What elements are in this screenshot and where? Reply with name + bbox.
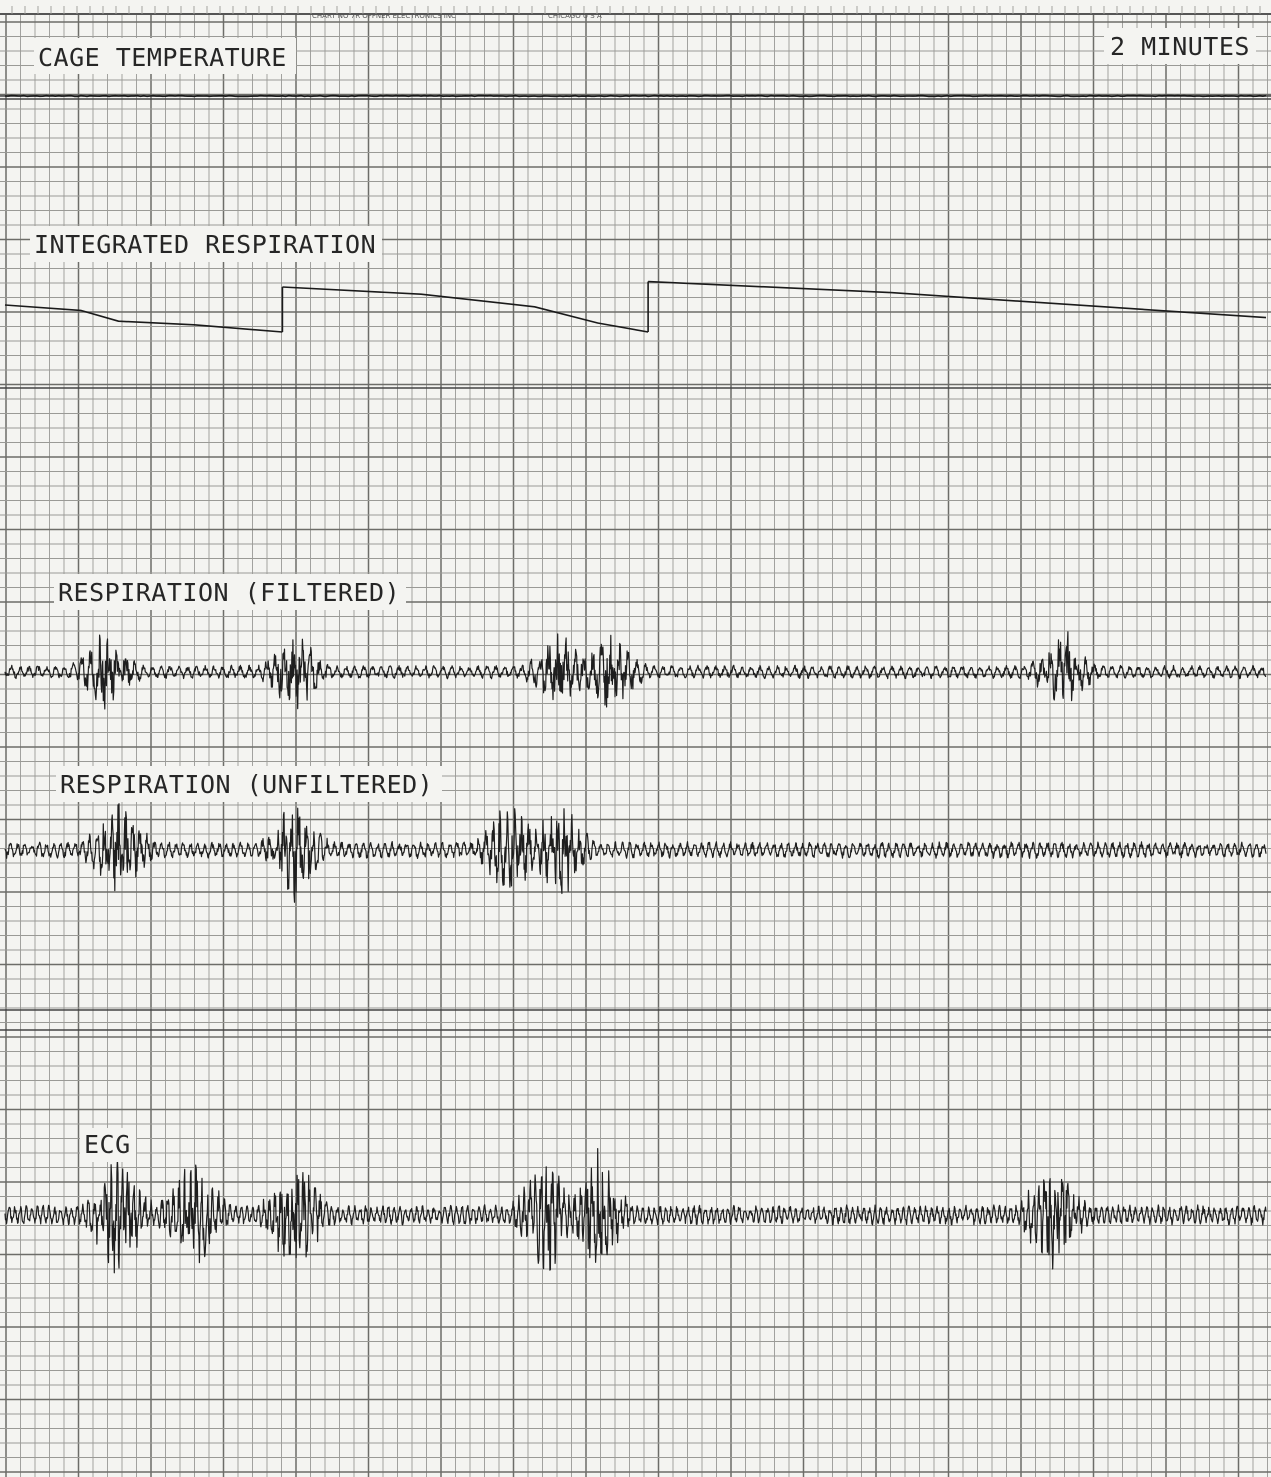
label-time-scale: 2 MINUTES xyxy=(1110,32,1250,61)
label-bg-respiration-filtered xyxy=(54,574,406,610)
trace-respiration-filtered xyxy=(4,631,1267,710)
grid-lines xyxy=(0,6,1271,1477)
label-respiration-unfiltered: RESPIRATION (UNFILTERED) xyxy=(60,770,433,799)
trace-respiration-unfiltered xyxy=(4,803,1267,903)
label-bg-cage-temperature xyxy=(34,38,296,74)
trace-integrated-respiration-segment-0 xyxy=(4,304,283,333)
label-integrated-respiration: INTEGRATED RESPIRATION xyxy=(34,230,376,259)
trace-integrated-respiration-segment-2 xyxy=(648,280,1267,319)
trace-layer xyxy=(4,94,1267,1274)
label-bg-ecg xyxy=(80,1128,136,1162)
paper-stamp-right: CHICAGO U S A xyxy=(548,12,602,20)
label-bg-time-scale xyxy=(1104,28,1256,64)
paper-stamp-left: CHART NO 7R OFFNER ELECTRONICS INC xyxy=(312,12,456,20)
label-respiration-filtered: RESPIRATION (FILTERED) xyxy=(58,578,400,607)
label-cage-temperature: CAGE TEMPERATURE xyxy=(38,43,287,72)
trace-integrated-respiration-segment-1 xyxy=(282,286,649,333)
trace-ecg xyxy=(4,1148,1267,1274)
label-ecg: ECG xyxy=(84,1130,131,1159)
trace-cage-temperature xyxy=(4,94,1267,98)
label-bg-respiration-unfiltered xyxy=(56,766,442,802)
label-bg-integrated-respiration xyxy=(30,226,382,262)
